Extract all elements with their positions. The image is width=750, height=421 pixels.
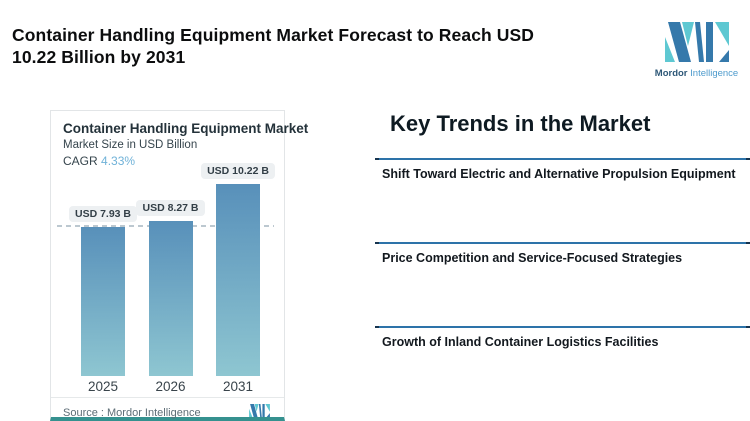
page-title: Container Handling Equipment Market Fore… <box>12 24 632 68</box>
brand-name-primary: Mordor <box>654 67 688 79</box>
trend-label: Shift Toward Electric and Alternative Pr… <box>382 167 736 181</box>
mordor-intelligence-logo-icon <box>664 21 729 62</box>
mordor-intelligence-logo-icon-small <box>249 404 270 421</box>
page-title-line1: Container Handling Equipment Market Fore… <box>12 25 535 45</box>
page-title-line2: 10.22 Billion by 2031 <box>12 47 186 67</box>
trend-divider-rule <box>375 158 750 160</box>
trend-label: Price Competition and Service-Focused St… <box>382 251 683 265</box>
cagr-row: CAGR 4.33% <box>63 153 272 169</box>
trend-item: Price Competition and Service-Focused St… <box>375 242 750 326</box>
bar-value-badge: USD 8.27 B <box>136 200 205 216</box>
key-trends-section: Key Trends in the Market Shift Toward El… <box>375 111 750 410</box>
brand-wordmark: Mordor Intelligence <box>655 68 738 79</box>
chart-title: Container Handling Equipment Market <box>63 121 309 136</box>
x-axis-labels: 2025 2026 2031 <box>63 379 272 394</box>
bar-column-2026: USD 8.27 B <box>136 200 205 376</box>
bar-column-2031: USD 10.22 B <box>201 163 275 376</box>
source-text: Source : Mordor Intelligence <box>63 407 201 419</box>
brand-logo-box: Mordor Intelligence <box>647 0 746 100</box>
trend-label: Growth of Inland Container Logistics Fac… <box>382 335 659 349</box>
source-row: Source : Mordor Intelligence <box>51 397 284 421</box>
brand-name-secondary: Intelligence <box>690 67 739 79</box>
x-axis-label-2031: 2031 <box>222 379 254 394</box>
bar <box>148 221 193 376</box>
chart-subtitle: Market Size in USD Billion <box>63 139 198 151</box>
cagr-label: CAGR <box>63 154 98 168</box>
trend-item: Growth of Inland Container Logistics Fac… <box>375 326 750 410</box>
x-axis-label-2025: 2025 <box>87 379 119 394</box>
bar-value-badge: USD 7.93 B <box>68 206 138 222</box>
cagr-value: 4.33% <box>101 154 136 168</box>
bar-chart-plot: USD 7.93 B USD 8.27 B USD 10.22 B <box>57 163 275 376</box>
bar <box>81 227 125 376</box>
market-chart-card: Container Handling Equipment Market Mark… <box>50 110 309 421</box>
bar-value-badge: USD 10.22 B <box>201 163 275 179</box>
trend-divider-rule <box>375 242 750 244</box>
trend-divider-rule <box>375 326 750 328</box>
key-trends-heading: Key Trends in the Market <box>390 111 651 136</box>
trend-item: Shift Toward Electric and Alternative Pr… <box>375 158 750 242</box>
bars-group: USD 7.93 B USD 8.27 B USD 10.22 B <box>63 163 275 376</box>
bar <box>216 184 260 376</box>
bar-column-2025: USD 7.93 B <box>68 206 138 376</box>
x-axis-label-2026: 2026 <box>155 379 186 394</box>
